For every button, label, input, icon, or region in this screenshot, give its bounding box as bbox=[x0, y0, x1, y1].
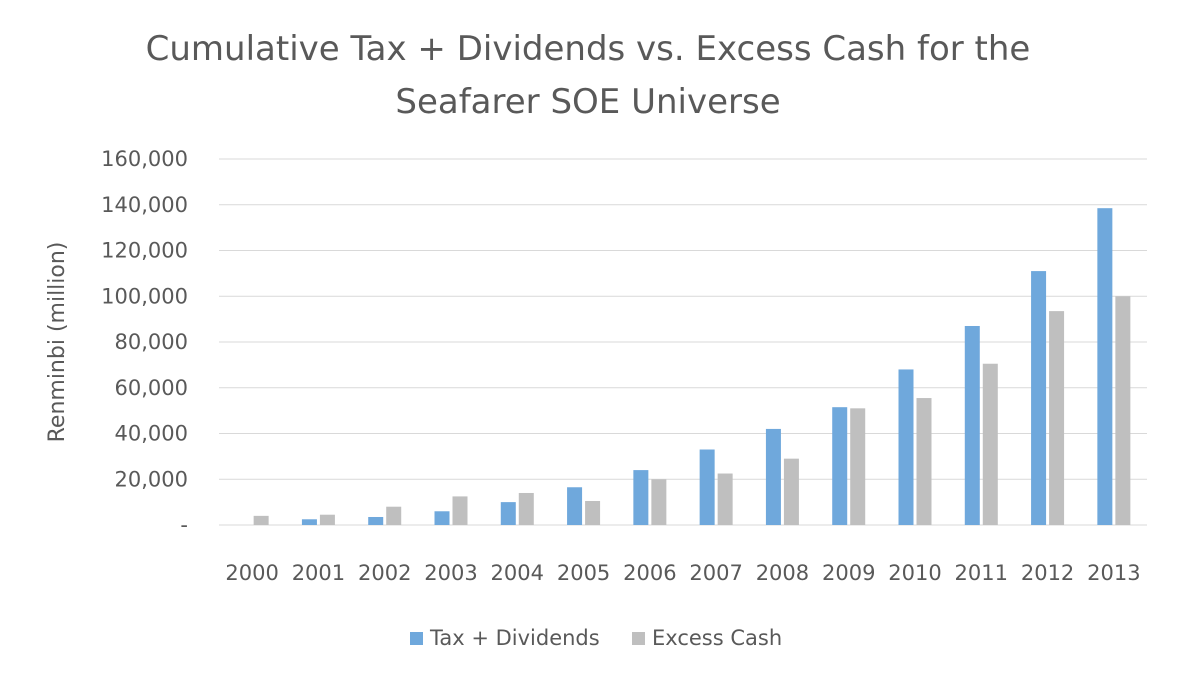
bar-excess-cash bbox=[1115, 296, 1131, 525]
y-tick-label: 160,000 bbox=[101, 147, 188, 171]
bar-excess-cash bbox=[518, 492, 534, 525]
x-tick-label: 2013 bbox=[1087, 561, 1140, 585]
bar-excess-cash bbox=[1049, 311, 1065, 525]
y-tick-label: 100,000 bbox=[101, 284, 188, 308]
y-axis-ticks: - 20,000 40,000 60,000 80,000 100,000 120,000 1… bbox=[101, 147, 188, 537]
x-tick-label: 2001 bbox=[292, 561, 345, 585]
x-tick-label: 2008 bbox=[756, 561, 809, 585]
bar-excess-cash bbox=[916, 398, 932, 525]
chart-title-line-2: Seafarer SOE Universe bbox=[395, 82, 780, 122]
bar-tax-dividends bbox=[832, 407, 848, 525]
y-tick-label: 60,000 bbox=[115, 376, 188, 400]
bar-excess-cash bbox=[783, 458, 799, 525]
legend: Tax + Dividends Excess Cash bbox=[410, 626, 782, 650]
y-axis-label: Renminbi (million) bbox=[45, 242, 70, 443]
bar-tax-dividends bbox=[1031, 271, 1047, 525]
bar-excess-cash bbox=[850, 408, 866, 525]
legend-label: Excess Cash bbox=[652, 626, 782, 650]
x-tick-label: 2007 bbox=[689, 561, 742, 585]
legend-swatch bbox=[632, 632, 645, 645]
bar-excess-cash bbox=[651, 479, 667, 525]
x-tick-label: 2000 bbox=[225, 561, 278, 585]
bar-tax-dividends bbox=[765, 428, 781, 525]
bar-excess-cash bbox=[452, 496, 468, 525]
bar-tax-dividends bbox=[1097, 208, 1113, 525]
bar-tax-dividends bbox=[301, 519, 317, 525]
bar-tax-dividends bbox=[699, 449, 715, 525]
x-tick-label: 2010 bbox=[888, 561, 941, 585]
bar-excess-cash bbox=[982, 363, 998, 525]
x-tick-label: 2005 bbox=[557, 561, 610, 585]
x-tick-label: 2003 bbox=[424, 561, 477, 585]
x-tick-label: 2009 bbox=[822, 561, 875, 585]
bar-tax-dividends bbox=[898, 369, 914, 525]
y-tick-label: 20,000 bbox=[115, 467, 188, 491]
x-tick-label: 2002 bbox=[358, 561, 411, 585]
bar-tax-dividends bbox=[500, 502, 516, 525]
bar-excess-cash bbox=[319, 514, 335, 525]
x-axis-ticks: 2000 2001 2002 2003 2004 2005 2006 2007 2008 2009… bbox=[225, 561, 1140, 585]
gridlines bbox=[219, 158, 1147, 526]
y-tick-label: 80,000 bbox=[115, 330, 188, 354]
y-tick-label: 40,000 bbox=[115, 422, 188, 446]
bar-excess-cash bbox=[386, 506, 402, 525]
bar-tax-dividends bbox=[434, 511, 450, 525]
y-tick-label: 120,000 bbox=[101, 239, 188, 263]
bar-tax-dividends bbox=[964, 325, 980, 525]
x-tick-label: 2011 bbox=[955, 561, 1008, 585]
bars bbox=[253, 208, 1131, 525]
x-tick-label: 2004 bbox=[491, 561, 544, 585]
bar-tax-dividends bbox=[567, 487, 583, 525]
legend-label: Tax + Dividends bbox=[429, 626, 600, 650]
bar-excess-cash bbox=[717, 473, 733, 525]
y-tick-label: - bbox=[180, 513, 188, 537]
chart-title-line-1: Cumulative Tax + Dividends vs. Excess Ca… bbox=[146, 29, 1031, 69]
bar-tax-dividends bbox=[368, 516, 384, 525]
bar-excess-cash bbox=[585, 500, 601, 525]
legend-swatch bbox=[410, 632, 423, 645]
chart-title: Cumulative Tax + Dividends vs. Excess Ca… bbox=[146, 29, 1031, 122]
x-tick-label: 2012 bbox=[1021, 561, 1074, 585]
x-tick-label: 2006 bbox=[623, 561, 676, 585]
bar-tax-dividends bbox=[633, 470, 649, 525]
y-tick-label: 140,000 bbox=[101, 193, 188, 217]
bar-excess-cash bbox=[253, 515, 269, 525]
